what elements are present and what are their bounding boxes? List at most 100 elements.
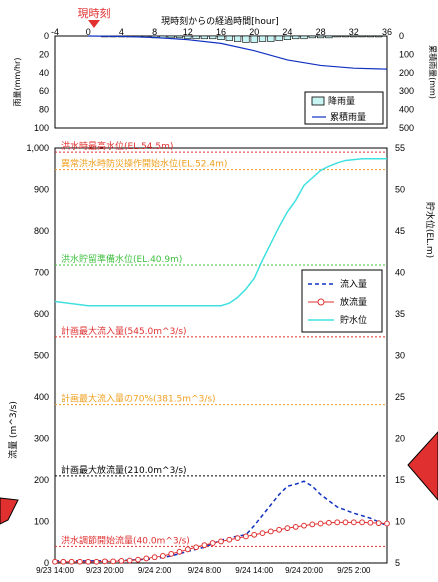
right-edge-arrow xyxy=(407,431,438,501)
outflow-point xyxy=(60,558,67,565)
outflow-point xyxy=(259,530,266,537)
legend-cumulative-label: 累積雨量 xyxy=(330,111,366,123)
rain-right-tick: 200 xyxy=(399,68,414,78)
outflow-point xyxy=(251,531,258,538)
outflow-point xyxy=(243,533,249,540)
rain-left-tick: 0 xyxy=(44,31,49,41)
outflow-point xyxy=(151,554,158,561)
rain-right-tick: 500 xyxy=(399,123,414,133)
rain-right-tick: 400 xyxy=(399,105,414,115)
outflow-point xyxy=(309,521,316,528)
main-left-tick: 0 xyxy=(44,558,49,568)
cumulative-rain-line xyxy=(88,35,388,70)
hour-tick-label: 20 xyxy=(249,27,259,37)
outflow-point xyxy=(301,522,307,529)
main-right-tick: 25 xyxy=(395,392,405,402)
main-right-tick: 50 xyxy=(395,185,405,195)
outflow-point xyxy=(375,520,382,527)
elapsed-time-label: 現時刻からの経過時間[hour] xyxy=(161,15,279,27)
rainfall-bar xyxy=(325,35,333,39)
rainfall-bar xyxy=(209,35,217,40)
outflow-point xyxy=(160,553,166,559)
rainfall-bar xyxy=(350,35,358,38)
main-ylabel-right: 貯水位(EL.m) xyxy=(424,202,436,258)
rain-panel: -4 0 4 8 12 16 20 24 28 32 36020406080100010020030… xyxy=(34,27,414,133)
main-legend-box xyxy=(301,269,383,333)
rainfall-bar xyxy=(250,35,258,43)
main-left-tick: 700 xyxy=(34,268,49,278)
outflow-point xyxy=(292,523,299,530)
outflow-point xyxy=(267,528,274,535)
rainfall-bar xyxy=(192,35,200,40)
rain-right-tick: 300 xyxy=(399,86,414,96)
inflow-line xyxy=(55,480,388,562)
main-right-tick: 55 xyxy=(395,143,405,153)
legend-rainfall-swatch xyxy=(311,96,325,106)
hour-tick-label: 36 xyxy=(382,27,392,37)
outflow-point xyxy=(93,558,100,565)
outflow-point xyxy=(176,548,183,555)
main-right-tick: 40 xyxy=(395,268,405,278)
rain-left-tick: 80 xyxy=(39,105,49,115)
outflow-point xyxy=(85,558,92,565)
hour-tick-label: 4 xyxy=(119,27,124,37)
rain-left-tick: 40 xyxy=(39,68,49,78)
rainfall-bar xyxy=(267,35,275,42)
rain-right-tick: 100 xyxy=(399,49,414,59)
outflow-point xyxy=(384,520,390,527)
reference-line-label: 洪水調節開始流量(40.0m^3/s) xyxy=(61,534,190,546)
outflow-point xyxy=(209,540,216,546)
outflow-point xyxy=(226,536,233,543)
main-left-tick: 800 xyxy=(34,226,49,236)
rainfall-bar xyxy=(341,35,350,38)
main-left-tick: 1,000 xyxy=(26,143,49,153)
outflow-point xyxy=(326,519,332,526)
outflow-point xyxy=(77,558,83,565)
main-right-tick: 30 xyxy=(395,351,405,361)
rainfall-bar xyxy=(175,35,184,39)
outflow-point xyxy=(334,519,341,526)
legend-water-level-label: 貯水位 xyxy=(340,314,367,326)
main-left-tick: 300 xyxy=(34,434,49,444)
hour-tick-label: 16 xyxy=(216,27,226,37)
reference-line-label: 計画最大流入量(545.0m^3/s) xyxy=(61,325,187,337)
main-x-tick: 9/24 14:00 xyxy=(235,566,273,575)
rainfall-bar xyxy=(333,35,341,38)
main-x-tick: 9/25 2:00 xyxy=(337,566,371,575)
water-level-line xyxy=(54,158,387,307)
outflow-point xyxy=(342,519,349,526)
hour-tick-label: 28 xyxy=(316,27,326,37)
outflow-point xyxy=(193,544,200,551)
outflow-point xyxy=(143,555,150,562)
rain-left-tick: 60 xyxy=(39,86,49,96)
main-left-tick: 200 xyxy=(34,475,49,485)
outflow-point xyxy=(126,557,133,564)
reference-line-label: 異常洪水時防災操作開始水位(EL.52.4m) xyxy=(61,158,227,170)
outflow-point xyxy=(52,558,58,565)
reference-line-label: 計画最大流入量の70%(381.5m^3/s) xyxy=(61,393,216,405)
outflow-point xyxy=(101,558,108,565)
rainfall-bar xyxy=(375,35,383,38)
outflow-point xyxy=(135,556,141,563)
main-panel-frame xyxy=(54,147,388,564)
outflow-point xyxy=(68,558,75,565)
hour-tick-label: 8 xyxy=(152,27,157,37)
outflow-point xyxy=(201,542,208,549)
rainfall-bar xyxy=(167,35,175,39)
hour-tick-label: 24 xyxy=(282,27,292,37)
reference-line-label: 洪水時最高水位(EL.54.5m) xyxy=(61,140,173,152)
reference-line-label: 洪水貯留準備水位(EL.40.9m) xyxy=(61,253,182,265)
left-edge-arrow xyxy=(0,497,19,525)
outflow-point xyxy=(350,519,357,526)
outflow-point xyxy=(110,558,116,565)
rain-ylabel-left: 雨量(mm/hr) xyxy=(13,58,22,107)
rainfall-bar xyxy=(292,35,300,40)
rainfall-bar xyxy=(184,35,192,40)
main-right-tick: 15 xyxy=(395,475,405,485)
rainfall-bar xyxy=(242,35,250,43)
rainfall-bar xyxy=(200,35,209,40)
main-right-tick: 45 xyxy=(395,226,405,236)
reference-line-label: 計画最大放流量(210.0m^3/s) xyxy=(61,464,187,476)
main-right-tick: 10 xyxy=(395,517,405,527)
outflow-point xyxy=(218,538,224,545)
